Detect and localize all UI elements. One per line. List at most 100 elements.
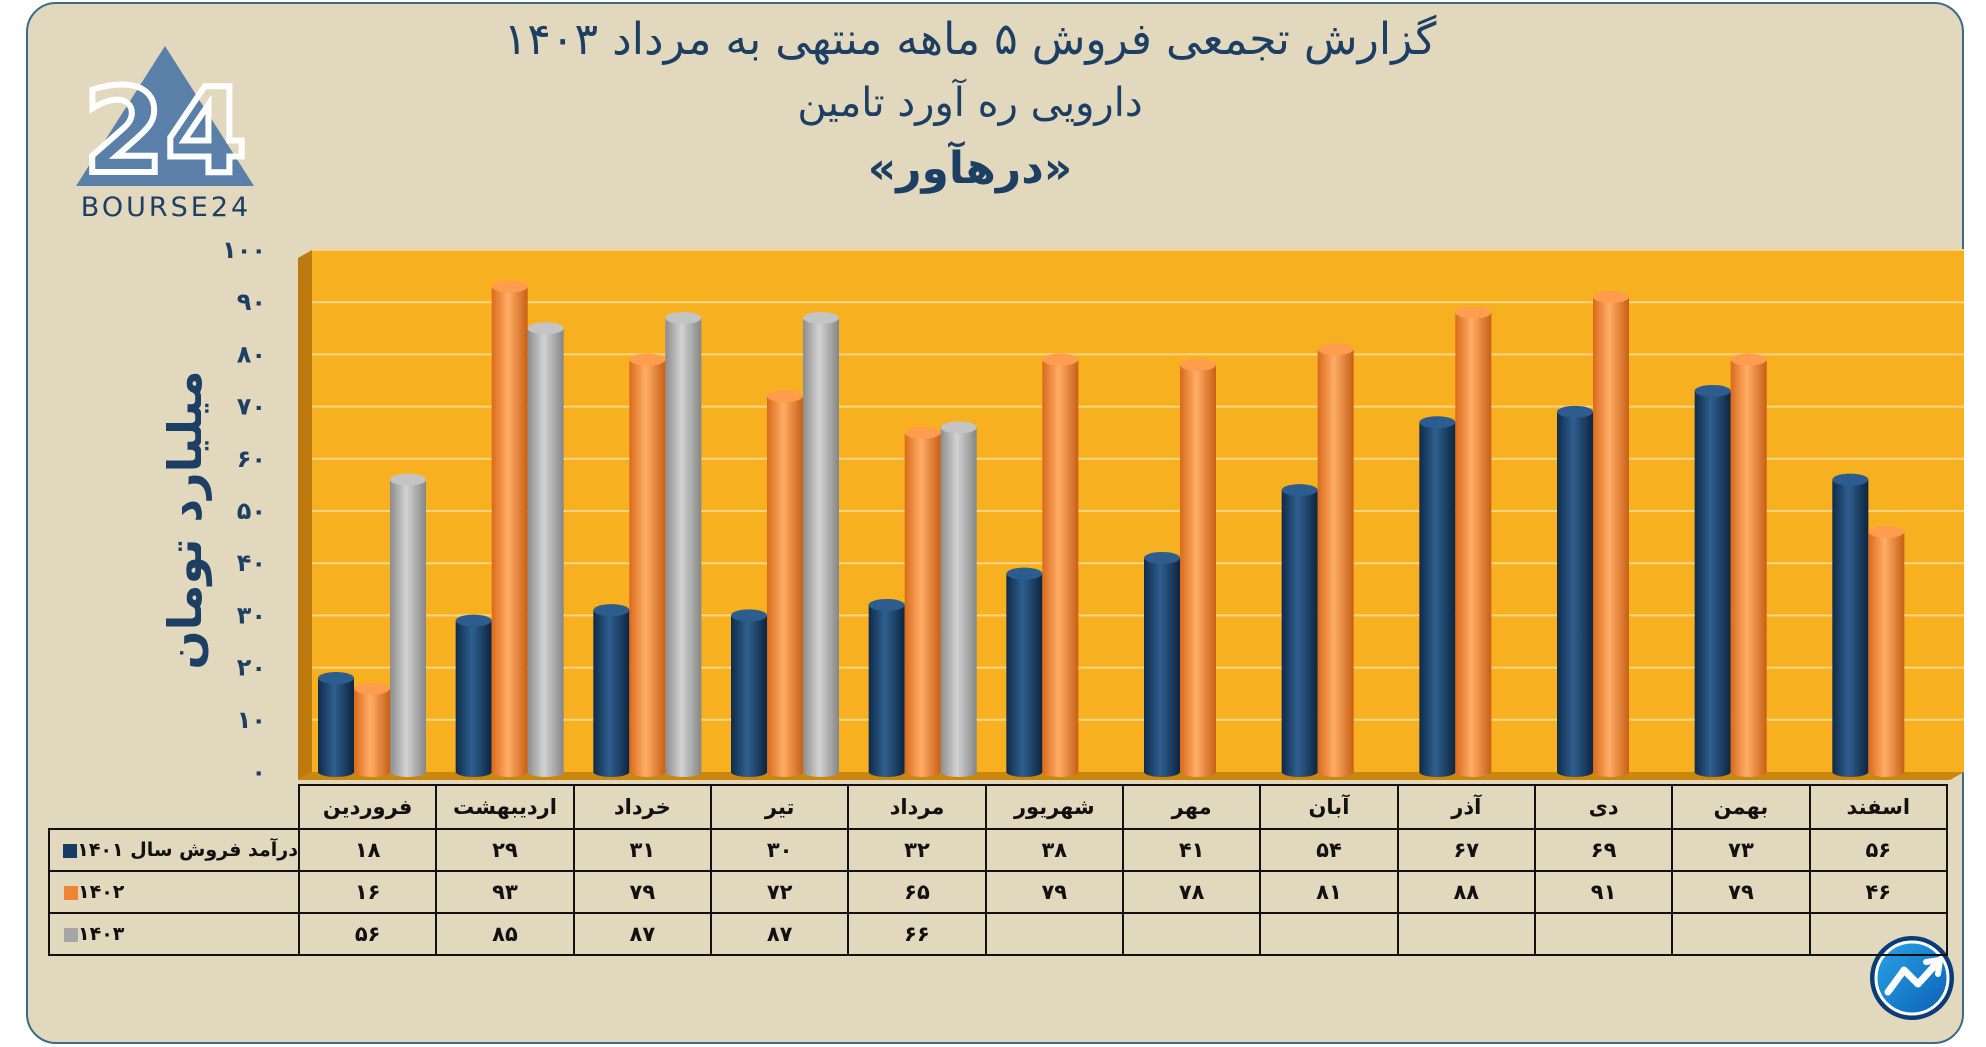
data-label: ۸۵ (435, 912, 575, 956)
bar (868, 598, 905, 777)
data-label: ۹۳ (435, 870, 575, 914)
x-tick-label: خرداد (572, 784, 712, 830)
trend-arrow-badge-icon (1870, 936, 1954, 1020)
bar (940, 421, 977, 777)
data-label: ۷۹ (984, 870, 1124, 914)
x-tick-label: بهمن (1671, 784, 1811, 830)
y-tick-label: ۴۰ (237, 549, 266, 577)
data-label: ۱۸ (297, 828, 438, 872)
bar (527, 322, 564, 777)
data-label (1396, 912, 1536, 956)
data-label: ۳۸ (984, 828, 1124, 872)
data-label: ۷۸ (1121, 870, 1262, 914)
bar (1557, 405, 1593, 777)
data-label: ۱۶ (297, 870, 438, 914)
x-tick-label: تیر (709, 784, 850, 830)
y-tick-label: ۶۰ (237, 445, 266, 473)
y-tick-label: ۱۰۰ (222, 236, 266, 264)
data-label: ۴۱ (1121, 828, 1262, 872)
bar (593, 604, 630, 777)
bar (1868, 525, 1905, 777)
table-row: ۱۴۰۲ ۱۶ ۹۳ ۷۹ ۷۲ ۶۵ ۷۹ ۷۸ ۸۱ ۸۸ ۹۱ ۷۹ ۴۶ (48, 870, 1948, 914)
data-label (1808, 912, 1948, 956)
bar (1144, 551, 1180, 777)
y-tick-label: ۹۰ (237, 288, 266, 316)
logo-wordmark: BOURSE24 (80, 192, 252, 223)
data-label: ۶۹ (1533, 828, 1674, 872)
data-label: ۵۶ (1808, 828, 1948, 872)
legend-entry: درآمد فروش سال ۱۴۰۱ (48, 828, 300, 872)
bar (1042, 353, 1079, 777)
data-label (1259, 912, 1399, 956)
bar (455, 614, 492, 777)
bar (318, 672, 354, 777)
bar (629, 353, 666, 777)
data-label: ۴۶ (1808, 870, 1948, 914)
data-label: ۸۷ (572, 912, 712, 956)
y-tick-label: ۱۰ (237, 706, 266, 734)
data-label: ۹۱ (1533, 870, 1674, 914)
legend-label: ۱۴۰۲ (78, 881, 125, 903)
data-label: ۸۱ (1259, 870, 1399, 914)
x-tick-label: فروردین (297, 784, 438, 830)
y-tick-label: ۸۰ (237, 340, 266, 368)
x-tick-label: اردیبهشت (435, 784, 575, 830)
bar (1593, 290, 1629, 777)
bar (1419, 416, 1456, 777)
data-label: ۳۰ (709, 828, 850, 872)
data-label (984, 912, 1124, 956)
data-label: ۸۸ (1396, 870, 1536, 914)
bar (491, 280, 528, 777)
bar (1694, 384, 1731, 777)
company-symbol: «درهآور» (867, 143, 1073, 194)
data-label: ۶۵ (847, 870, 987, 914)
y-tick-label: ۷۰ (237, 393, 266, 421)
legend-label: درآمد فروش سال ۱۴۰۱ (77, 839, 298, 861)
y-tick-label: ۳۰ (237, 601, 266, 629)
legend-swatch (63, 843, 78, 858)
y-axis-ticks: ۰ ۱۰ ۲۰ ۳۰ ۴۰ ۵۰ ۶۰ ۷۰ ۸۰ ۹۰ ۱۰۰ (222, 236, 266, 786)
data-label: ۸۷ (709, 912, 850, 956)
data-label: ۲۹ (435, 828, 575, 872)
x-tick-label: آذر (1396, 784, 1536, 830)
x-tick-label: آبان (1259, 784, 1399, 830)
x-tick-label: مهر (1121, 784, 1262, 830)
y-tick-label: ۰ (251, 758, 266, 786)
chart-title: گزارش تجمعی فروش ۵ ماهه منتهی به مرداد ۱… (503, 14, 1437, 65)
data-label: ۷۲ (709, 870, 850, 914)
x-tick-label: اسفند (1808, 784, 1948, 830)
x-tick-label: دی (1533, 784, 1674, 830)
legend-swatch (64, 927, 78, 942)
data-label: ۷۹ (1671, 870, 1811, 914)
plot-floor (298, 772, 1964, 780)
bar (1455, 306, 1492, 777)
bar (767, 390, 803, 777)
data-label: ۳۲ (847, 828, 987, 872)
table-corner (49, 785, 300, 830)
x-tick-label: مرداد (847, 784, 987, 830)
y-tick-label: ۲۰ (237, 654, 266, 682)
logo-digits: 24 (83, 62, 247, 200)
legend-entry: ۱۴۰۲ (48, 870, 300, 914)
data-label (1533, 912, 1674, 956)
bar (354, 682, 390, 777)
plot-side-wall (298, 250, 312, 780)
gridlines (312, 249, 1964, 721)
legend-swatch (64, 885, 78, 900)
data-label: ۶۶ (847, 912, 987, 956)
bar (904, 426, 941, 777)
chart-subtitle: دارویی ره آورد تامین (797, 80, 1143, 126)
data-label: ۵۴ (1259, 828, 1399, 872)
bar (665, 311, 702, 777)
bar (1281, 484, 1318, 777)
bar (390, 473, 426, 777)
data-label: ۷۹ (572, 870, 712, 914)
data-label: ۷۳ (1671, 828, 1811, 872)
bar (1730, 353, 1767, 777)
bourse24-logo: 24 (76, 46, 254, 203)
bars (318, 280, 1905, 777)
bar (803, 311, 839, 777)
bar (731, 609, 767, 777)
bar (1180, 358, 1216, 777)
